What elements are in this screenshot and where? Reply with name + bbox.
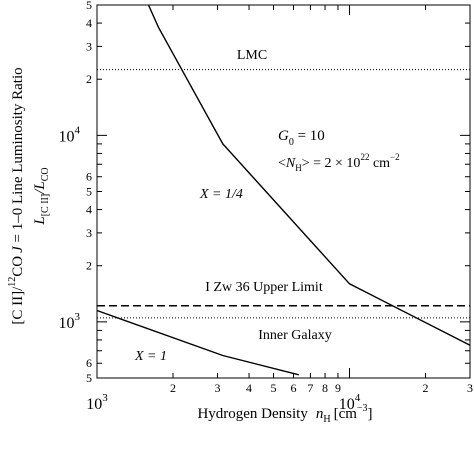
y-major-tick-label: 104 <box>59 124 81 145</box>
inner-galaxy-label: Inner Galaxy <box>258 328 331 343</box>
model-curve-0 <box>147 4 471 346</box>
x-minor-tick-label: 3 <box>214 381 220 395</box>
x-axis-title: Hydrogen Density nH [cm−3] <box>197 403 372 425</box>
x-tick-labels: 103 104 2 3 4 5 6 7 8 9 2 3 <box>86 381 473 413</box>
model-curve-1 <box>96 309 299 376</box>
y-minor-tick-label: 2 <box>86 259 92 273</box>
x-minor-tick-label: 9 <box>335 381 341 395</box>
y-minor-tick-label: 4 <box>86 16 92 30</box>
y-minor-tick-label: 3 <box>86 226 92 240</box>
y-axis-ticks <box>97 4 470 379</box>
y-minor-tick-label: 4 <box>86 203 92 217</box>
x-minor-tick-label: 5 <box>271 381 277 395</box>
reference-lines <box>97 69 470 319</box>
plot-frame <box>96 4 471 379</box>
y-minor-tick-label: 5 <box>86 185 92 199</box>
y-minor-tick-label: 3 <box>86 39 92 53</box>
y-minor-tick-label: 6 <box>86 170 92 184</box>
x-minor-tick-label: 3 <box>467 381 473 395</box>
x-axis-ticks <box>96 5 471 378</box>
x-quarter-label: X = 1/4 <box>199 187 243 202</box>
x-major-tick-label: 103 <box>86 392 108 413</box>
y-axis-subtitle: L[C II]/LCO <box>32 167 51 225</box>
y-axis-title: [C II]/12COJ = 1–0 Line Luminosity Ratio <box>7 67 26 324</box>
y-major-tick-label: 103 <box>59 311 81 332</box>
model-curves <box>96 4 471 376</box>
x-minor-tick-label: 2 <box>423 381 429 395</box>
izw36-label: I Zw 36 Upper Limit <box>205 280 323 295</box>
column-density-annotation: <NH> = 2 × 1022 cm−2 <box>278 152 400 173</box>
x-minor-tick-label: 8 <box>322 381 328 395</box>
x-one-label: X = 1 <box>134 349 167 364</box>
x-minor-tick-label: 4 <box>246 381 252 395</box>
y-minor-tick-label: 2 <box>86 72 92 86</box>
y-minor-tick-label: 6 <box>86 356 92 370</box>
y-minor-tick-label: 5 <box>86 371 92 385</box>
x-major-tick-label: 104 <box>339 392 361 413</box>
x-minor-tick-label: 2 <box>170 381 176 395</box>
y-minor-tick-label: 5 <box>86 0 92 12</box>
x-minor-tick-label: 6 <box>290 381 296 395</box>
g0-annotation: G0 = 10 <box>278 128 325 148</box>
lmc-label: LMC <box>237 48 267 63</box>
x-minor-tick-label: 7 <box>307 381 313 395</box>
